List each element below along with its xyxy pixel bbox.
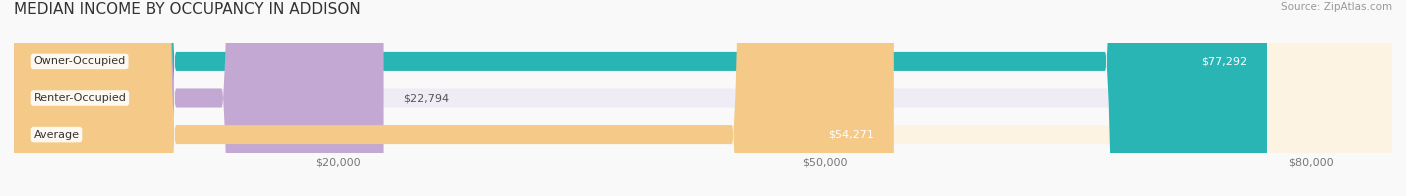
Text: Source: ZipAtlas.com: Source: ZipAtlas.com xyxy=(1281,2,1392,12)
FancyBboxPatch shape xyxy=(14,0,1267,196)
Text: $22,794: $22,794 xyxy=(404,93,449,103)
Text: Average: Average xyxy=(34,130,80,140)
FancyBboxPatch shape xyxy=(14,0,1392,196)
Text: $54,271: $54,271 xyxy=(828,130,875,140)
FancyBboxPatch shape xyxy=(14,0,1392,196)
FancyBboxPatch shape xyxy=(14,0,384,196)
Text: MEDIAN INCOME BY OCCUPANCY IN ADDISON: MEDIAN INCOME BY OCCUPANCY IN ADDISON xyxy=(14,2,361,17)
Text: Renter-Occupied: Renter-Occupied xyxy=(34,93,127,103)
Text: $77,292: $77,292 xyxy=(1201,56,1247,66)
Text: Owner-Occupied: Owner-Occupied xyxy=(34,56,125,66)
FancyBboxPatch shape xyxy=(14,0,894,196)
FancyBboxPatch shape xyxy=(14,0,1392,196)
